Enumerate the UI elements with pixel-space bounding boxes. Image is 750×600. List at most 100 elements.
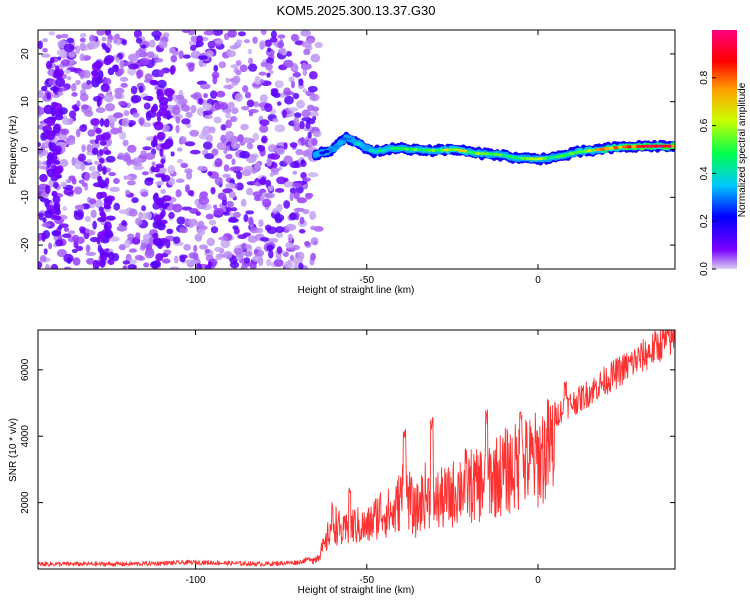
noise-blob xyxy=(145,211,152,220)
noise-blob xyxy=(208,219,217,226)
noise-streak-blob xyxy=(156,91,165,102)
noise-blob xyxy=(241,242,248,250)
noise-streak-blob xyxy=(150,260,160,269)
noise-blob xyxy=(309,210,317,220)
noise-blob xyxy=(212,75,218,85)
noise-streak-blob xyxy=(45,60,53,70)
noise-blob xyxy=(42,37,49,43)
noise-blob xyxy=(232,211,241,218)
noise-blob xyxy=(200,83,211,90)
noise-blob xyxy=(309,111,319,117)
noise-blob xyxy=(140,44,147,49)
noise-blob xyxy=(168,211,175,219)
noise-blob xyxy=(75,128,81,138)
noise-blob xyxy=(207,261,213,268)
y-tick-label: 6000 xyxy=(20,358,31,381)
noise-blob xyxy=(48,78,57,86)
noise-blob xyxy=(134,254,144,261)
noise-streak-blob xyxy=(96,98,101,108)
noise-blob xyxy=(85,251,97,256)
noise-blob xyxy=(275,232,284,238)
noise-blob xyxy=(72,257,81,266)
noise-blob xyxy=(176,158,184,164)
noise-blob xyxy=(211,148,219,156)
noise-blob xyxy=(89,34,96,43)
noise-blob xyxy=(75,79,81,86)
noise-blob xyxy=(96,30,106,36)
y-tick-label: 2000 xyxy=(20,491,31,514)
noise-blob xyxy=(127,264,137,269)
noise-blob xyxy=(120,82,128,88)
noise-streak-blob xyxy=(100,83,110,93)
noise-blob xyxy=(138,85,144,94)
noise-blob xyxy=(135,37,143,44)
noise-blob xyxy=(239,64,248,73)
noise-blob xyxy=(57,91,64,96)
noise-blob xyxy=(274,188,285,193)
noise-blob xyxy=(140,242,147,250)
noise-blob xyxy=(293,122,301,132)
noise-blob xyxy=(252,36,258,44)
noise-blob xyxy=(245,187,254,196)
noise-blob xyxy=(187,218,198,227)
noise-streak-blob xyxy=(97,231,105,239)
noise-blob xyxy=(128,248,138,253)
noise-blob xyxy=(266,57,274,65)
noise-blob xyxy=(118,209,130,215)
noise-blob xyxy=(256,227,264,234)
noise-blob xyxy=(257,145,266,152)
noise-blob xyxy=(130,85,138,95)
noise-blob xyxy=(140,150,147,156)
noise-blob xyxy=(213,204,218,210)
noise-blob xyxy=(237,31,246,37)
noise-blob xyxy=(106,39,113,44)
noise-blob xyxy=(275,252,282,261)
noise-blob xyxy=(269,153,281,160)
noise-streak-blob xyxy=(52,102,63,111)
noise-blob xyxy=(79,93,89,102)
noise-blob xyxy=(266,72,271,78)
noise-blob xyxy=(260,105,266,112)
noise-blob xyxy=(303,48,311,56)
noise-blob xyxy=(213,207,225,216)
noise-blob xyxy=(172,50,180,56)
noise-streak-blob xyxy=(41,232,46,242)
noise-blob xyxy=(205,213,214,220)
noise-blob xyxy=(242,85,249,93)
noise-blob xyxy=(221,199,228,206)
track-core xyxy=(653,144,660,148)
noise-blob xyxy=(84,172,90,182)
noise-blob xyxy=(127,233,135,239)
noise-blob xyxy=(196,262,202,269)
noise-blob xyxy=(216,90,226,98)
noise-blob xyxy=(145,177,154,182)
noise-streak-blob xyxy=(44,198,50,208)
noise-blob xyxy=(216,141,227,151)
noise-blob xyxy=(76,209,84,218)
track-core xyxy=(403,147,410,151)
noise-blob xyxy=(118,100,127,107)
snr-background xyxy=(38,330,675,569)
noise-blob xyxy=(66,76,72,81)
noise-blob xyxy=(205,50,214,58)
track-core xyxy=(483,152,490,156)
noise-blob xyxy=(178,97,188,106)
noise-blob xyxy=(232,225,239,230)
noise-blob xyxy=(196,107,205,116)
noise-blob xyxy=(116,225,128,232)
noise-blob xyxy=(240,123,249,131)
noise-blob xyxy=(299,120,305,130)
noise-streak-blob xyxy=(103,57,112,66)
y-tick-label: -10 xyxy=(20,190,31,205)
noise-streak-blob xyxy=(46,153,54,161)
track-core xyxy=(408,147,415,151)
noise-streak-blob xyxy=(42,217,47,223)
noise-blob xyxy=(225,153,233,160)
noise-blob xyxy=(241,105,250,111)
noise-blob xyxy=(71,104,78,110)
noise-blob xyxy=(88,40,99,50)
noise-blob xyxy=(226,50,237,58)
noise-blob xyxy=(131,197,139,204)
noise-blob xyxy=(262,198,272,208)
noise-blob xyxy=(79,42,87,52)
